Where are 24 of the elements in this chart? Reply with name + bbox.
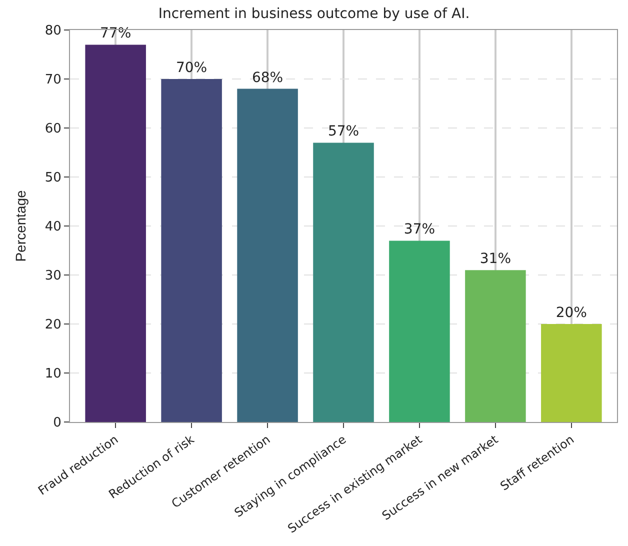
bar: [541, 324, 602, 422]
y-tick-label: 70: [44, 72, 62, 88]
bar: [237, 88, 298, 422]
y-tick-label: 50: [44, 170, 62, 186]
data-label: 20%: [556, 305, 587, 321]
data-label: 57%: [328, 124, 360, 140]
y-tick-label: 40: [44, 220, 62, 235]
bar: [313, 142, 374, 422]
chart-title: Increment in business outcome by use of AI.: [158, 6, 470, 22]
y-tick-label: 0: [53, 416, 62, 431]
bar: [161, 79, 222, 422]
y-tick-label: 10: [44, 366, 62, 382]
y-axis-title: Percentage: [12, 190, 28, 262]
data-label: 70%: [176, 60, 208, 76]
y-tick-label: 20: [44, 318, 62, 333]
y-tick-label: 80: [44, 24, 62, 39]
data-label: 68%: [252, 70, 284, 86]
bar: [85, 44, 146, 422]
y-tick-label: 60: [44, 122, 62, 137]
data-label: 31%: [480, 251, 512, 268]
y-tick-label: 30: [44, 268, 62, 284]
bar: [389, 240, 450, 422]
data-label: 37%: [404, 222, 436, 238]
bar: [465, 270, 526, 422]
